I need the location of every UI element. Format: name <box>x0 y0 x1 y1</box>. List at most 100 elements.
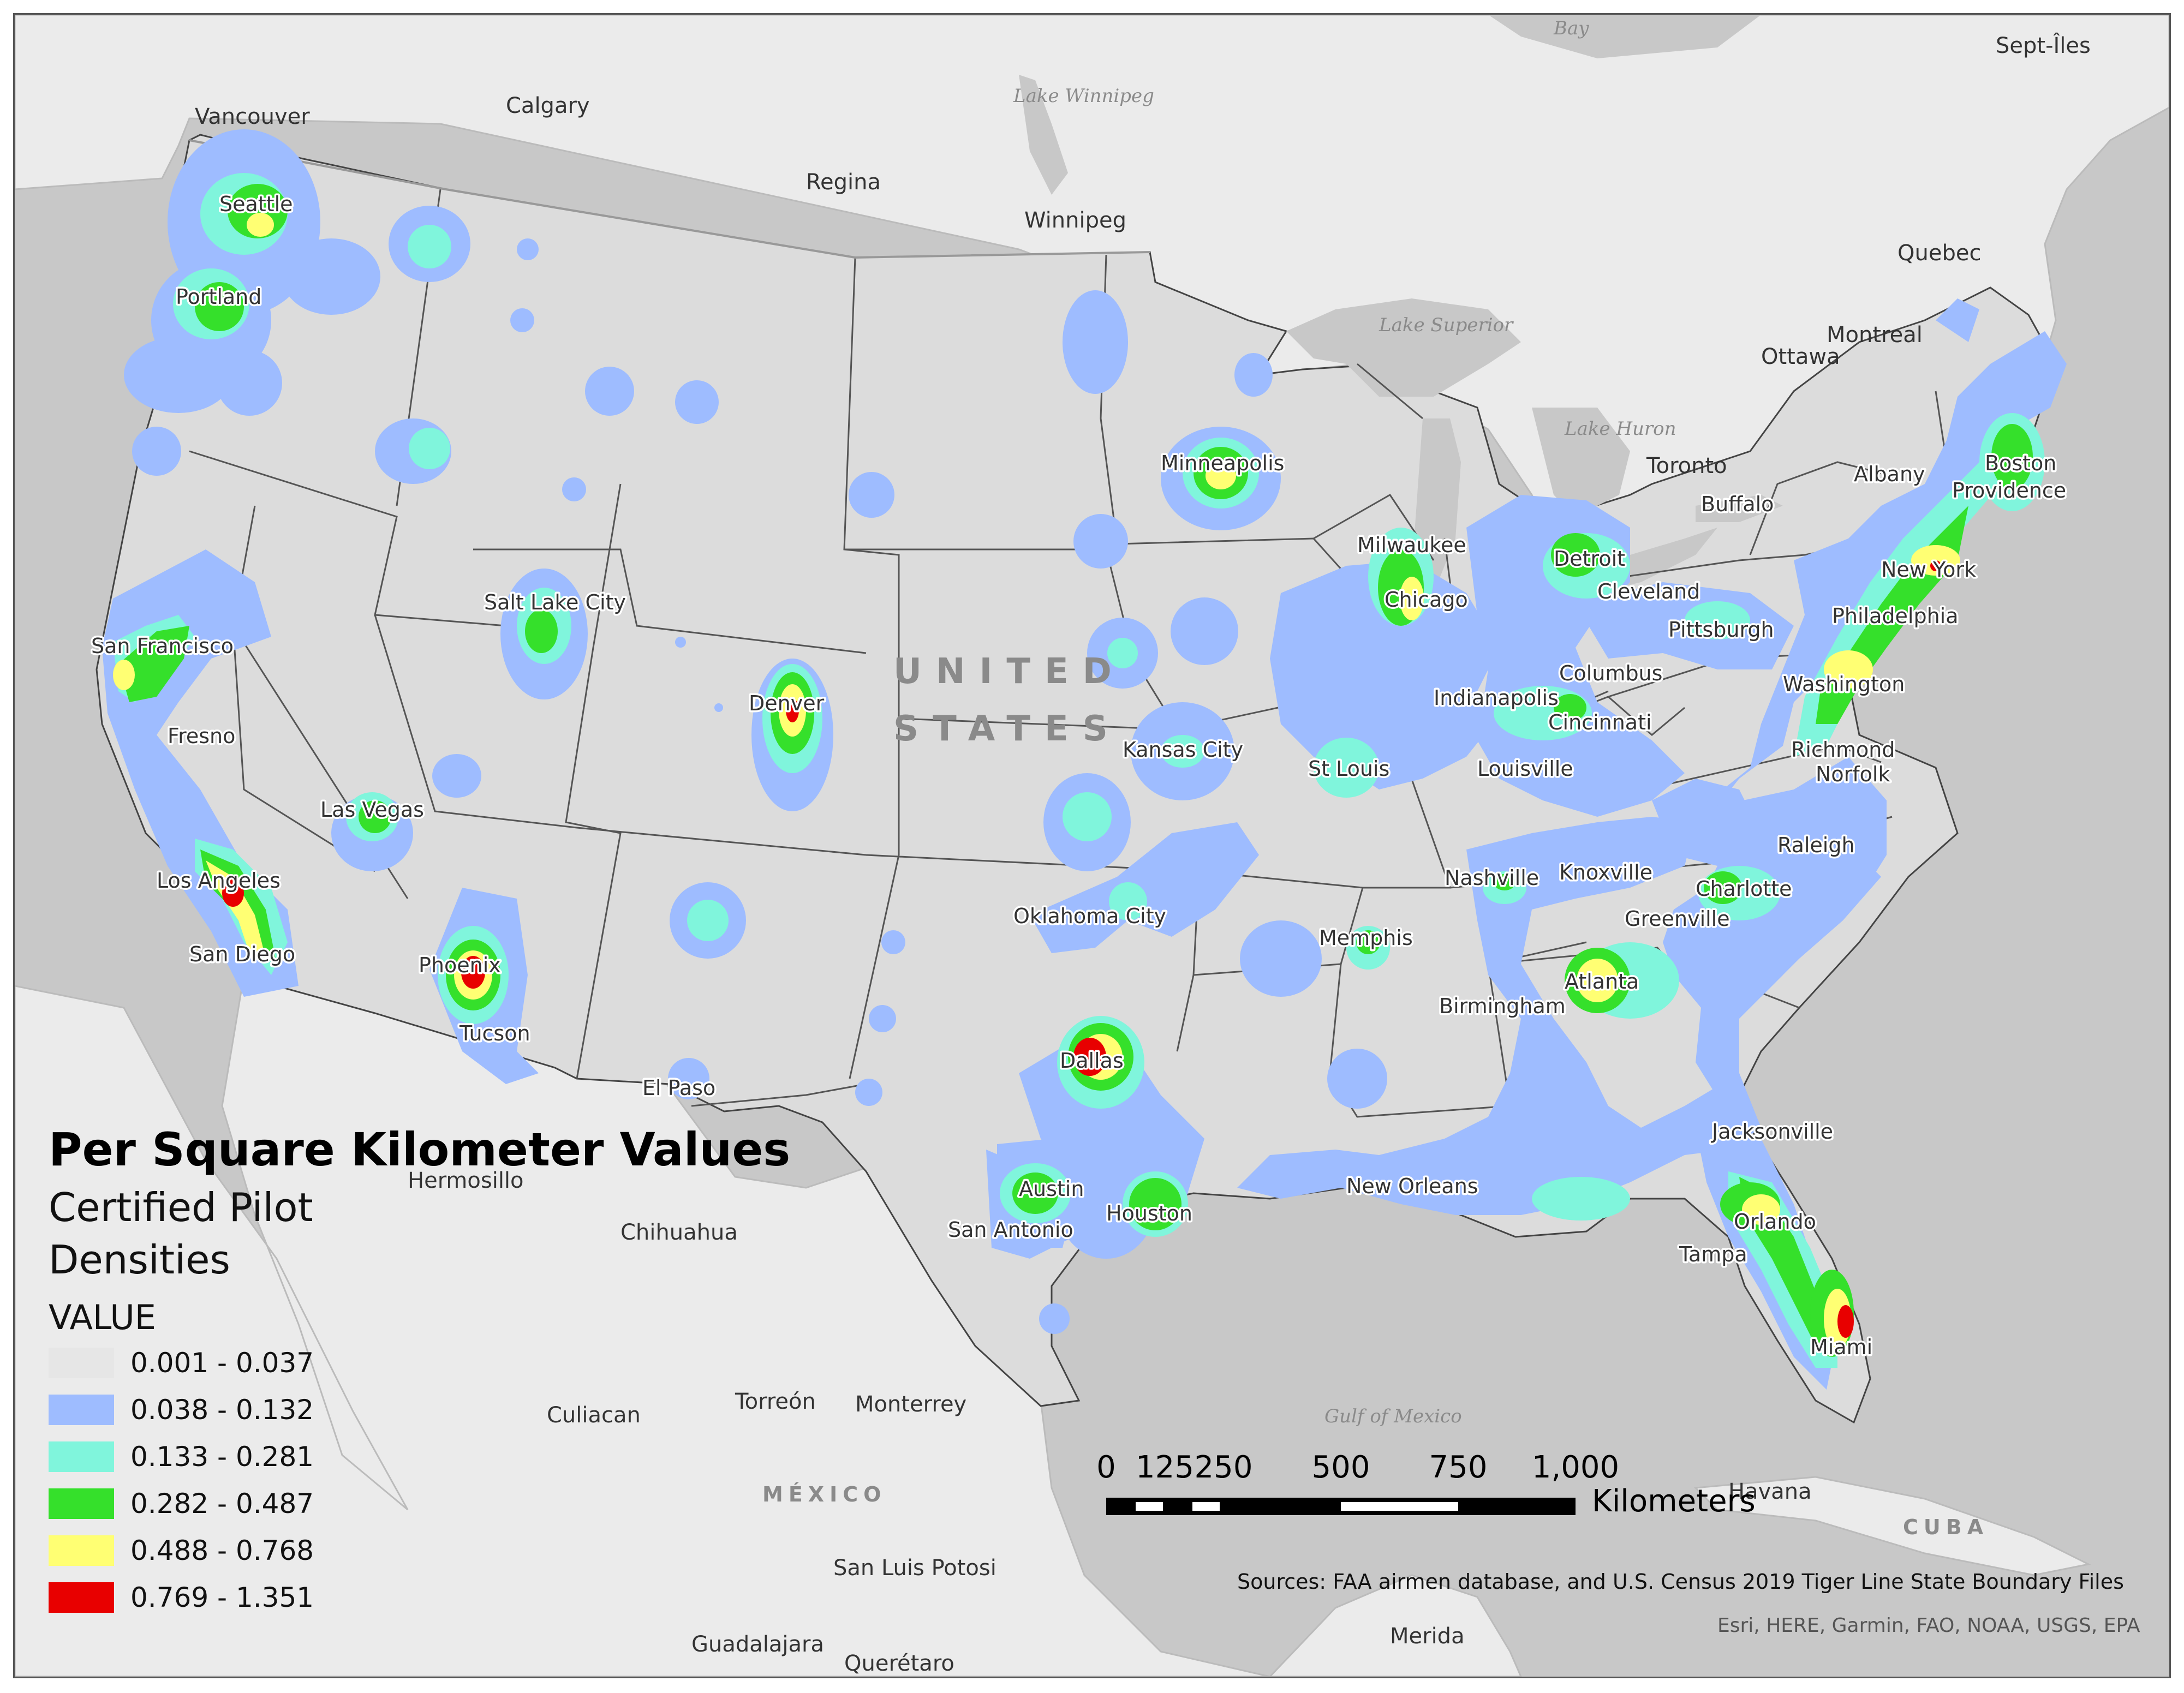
place-queretaro: Querétaro <box>844 1651 954 1676</box>
city-tampa: Tampa <box>1679 1242 1747 1266</box>
basemap-attribution: Esri, HERE, Garmin, FAO, NOAA, USGS, EPA <box>1717 1614 2140 1637</box>
legend-label: 0.282 - 0.487 <box>130 1488 314 1519</box>
city-birmingham: Birmingham <box>1439 994 1566 1018</box>
city-new-orleans: New Orleans <box>1346 1174 1478 1198</box>
scale-bar: 0 125 250 500 750 1,000 Kilometers <box>1096 1450 1816 1537</box>
city-jacksonville: Jacksonville <box>1711 1120 1833 1144</box>
place-sept-iles: Sept-Îles <box>1996 32 2091 58</box>
water-label-hudson-bay: Bay <box>1553 17 1589 39</box>
sources-note: Sources: FAA airmen database, and U.S. C… <box>1237 1570 2124 1594</box>
water-label-lake-huron: Lake Huron <box>1564 418 1676 440</box>
density-layer <box>102 129 2067 1390</box>
city-orlando: Orlando <box>1734 1210 1816 1234</box>
place-torreon: Torreón <box>735 1389 816 1414</box>
city-raleigh: Raleigh <box>1777 833 1855 857</box>
scale-bar-tick: 250 <box>1194 1450 1253 1485</box>
city-detroit: Detroit <box>1554 547 1625 571</box>
city-miami: Miami <box>1810 1335 1872 1359</box>
city-chicago: Chicago <box>1385 588 1468 612</box>
legend-row: 0.769 - 1.351 <box>49 1574 813 1621</box>
legend-label: 0.038 - 0.132 <box>130 1394 314 1426</box>
country-label-usa-1: UNITED <box>893 651 1126 692</box>
city-columbus: Columbus <box>1559 661 1662 685</box>
city-salt-lake-city: Salt Lake City <box>484 590 626 614</box>
scale-bar-tick: 750 <box>1429 1450 1488 1485</box>
lake-ontario-shape <box>1696 495 1783 522</box>
place-ottawa: Ottawa <box>1761 344 1840 369</box>
place-merida: Merida <box>1390 1624 1465 1649</box>
city-louisville: Louisville <box>1477 757 1573 781</box>
cuba-land <box>1693 1476 2091 1576</box>
scale-bar-graphic <box>1106 1498 1576 1515</box>
city-philadelphia: Philadelphia <box>1832 604 1959 628</box>
scale-bar-tick: 500 <box>1311 1450 1370 1485</box>
city-indianapolis: Indianapolis <box>1434 686 1559 710</box>
legend-row: 0.282 - 0.487 <box>49 1480 813 1527</box>
city-las-vegas: Las Vegas <box>320 798 424 822</box>
city-los-angeles: Los Angeles <box>157 869 281 893</box>
legend-row: 0.133 - 0.281 <box>49 1433 813 1480</box>
us-canada-border <box>189 139 1150 259</box>
city-fresno: Fresno <box>168 724 235 748</box>
city-atlanta: Atlanta <box>1565 970 1639 994</box>
city-cincinnati: Cincinnati <box>1548 710 1652 734</box>
place-montreal: Montreal <box>1827 322 1923 348</box>
legend-swatch <box>49 1348 114 1378</box>
place-monterrey: Monterrey <box>855 1392 966 1417</box>
lake-superior-shape <box>1286 298 1521 397</box>
city-portland: Portland <box>176 285 261 309</box>
city-norfolk: Norfolk <box>1816 762 1890 786</box>
scale-bar-tick: 0 <box>1096 1450 1116 1485</box>
place-hermosillo: Hermosillo <box>408 1168 524 1193</box>
place-chihuahua: Chihuahua <box>620 1220 738 1245</box>
city-charlotte: Charlotte <box>1696 877 1792 901</box>
yucatan-land <box>1268 1574 1522 1677</box>
water-label-lake-winnipeg: Lake Winnipeg <box>1013 85 1154 107</box>
city-san-antonio: San Antonio <box>948 1218 1073 1242</box>
city-st-louis: St Louis <box>1308 757 1389 781</box>
legend-row: 0.001 - 0.037 <box>49 1339 813 1386</box>
city-washington: Washington <box>1783 672 1905 696</box>
place-toronto: Toronto <box>1646 453 1727 478</box>
city-providence: Providence <box>1952 478 2066 502</box>
city-san-francisco: San Francisco <box>91 634 234 658</box>
country-label-usa-2: STATES <box>893 709 1122 749</box>
water-label-gulf-of-mexico: Gulf of Mexico <box>1324 1405 1462 1427</box>
city-milwaukee: Milwaukee <box>1357 533 1466 557</box>
city-dallas: Dallas <box>1060 1049 1124 1073</box>
legend-row: 0.038 - 0.132 <box>49 1386 813 1433</box>
city-nashville: Nashville <box>1445 866 1539 890</box>
legend-subtitle: Certified Pilot Densities <box>49 1184 313 1283</box>
map-frame: UNITED STATES MÉXICO CUBA Bay Lake Winni… <box>13 13 2171 1678</box>
city-labels: Seattle Portland San Francisco Fresno Lo… <box>89 190 2068 1361</box>
legend-label: 0.488 - 0.768 <box>130 1535 314 1566</box>
hudson-bay <box>1488 15 1761 58</box>
place-quebec: Quebec <box>1897 241 1981 266</box>
city-seattle: Seattle <box>219 192 293 216</box>
lake-huron-shape <box>1532 408 1630 517</box>
country-label-mexico: MÉXICO <box>762 1482 886 1506</box>
city-cleveland: Cleveland <box>1597 579 1700 603</box>
scale-bar-tick: 1,000 <box>1531 1450 1620 1485</box>
city-el-paso: El Paso <box>642 1076 715 1100</box>
place-havana: Havana <box>1728 1479 1812 1504</box>
city-minneapolis: Minneapolis <box>1161 451 1284 475</box>
legend: Per Square Kilometer Values Certified Pi… <box>49 1122 813 1621</box>
place-regina: Regina <box>806 170 881 195</box>
water-label-lake-superior: Lake Superior <box>1379 314 1514 336</box>
mexico-land <box>15 974 1270 1677</box>
legend-row: 0.488 - 0.768 <box>49 1527 813 1574</box>
legend-label: 0.133 - 0.281 <box>130 1441 314 1473</box>
legend-swatch <box>49 1395 114 1425</box>
city-denver: Denver <box>749 691 825 715</box>
map[interactable]: UNITED STATES MÉXICO CUBA Bay Lake Winni… <box>15 15 2169 1677</box>
place-culiacan: Culiacan <box>547 1403 641 1428</box>
city-oklahoma-city: Oklahoma City <box>1013 904 1166 928</box>
city-austin: Austin <box>1019 1177 1084 1201</box>
city-greenville: Greenville <box>1625 907 1730 931</box>
city-tucson: Tucson <box>459 1021 530 1045</box>
city-buffalo: Buffalo <box>1701 492 1774 516</box>
legend-swatch <box>49 1582 114 1613</box>
city-new-york: New York <box>1881 558 1976 582</box>
legend-field-label: VALUE <box>49 1297 156 1337</box>
